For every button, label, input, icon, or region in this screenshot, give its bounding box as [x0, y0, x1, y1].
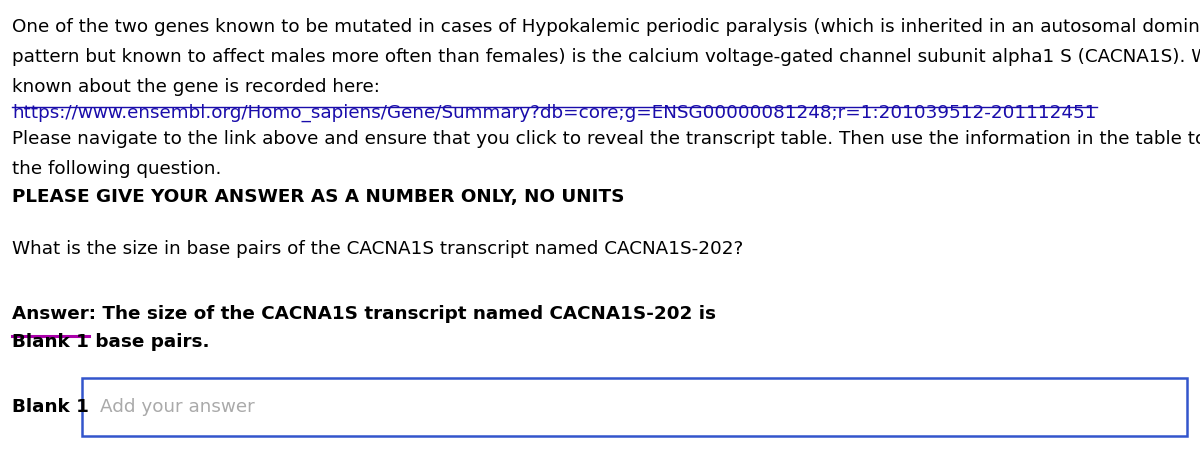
- Text: Add your answer: Add your answer: [100, 398, 254, 416]
- Text: https://www.ensembl.org/Homo_sapiens/Gene/Summary?db=core;g=ENSG00000081248;r=1:: https://www.ensembl.org/Homo_sapiens/Gen…: [12, 104, 1097, 122]
- Text: known about the gene is recorded here:: known about the gene is recorded here:: [12, 78, 380, 96]
- Text: One of the two genes known to be mutated in cases of Hypokalemic periodic paraly: One of the two genes known to be mutated…: [12, 18, 1200, 36]
- FancyBboxPatch shape: [82, 378, 1187, 436]
- Text: Blank 1: Blank 1: [12, 398, 89, 416]
- Text: Please navigate to the link above and ensure that you click to reveal the transc: Please navigate to the link above and en…: [12, 130, 1200, 148]
- Text: the following question.: the following question.: [12, 160, 221, 178]
- Text: Blank 1: Blank 1: [12, 333, 89, 351]
- Text: pattern but known to affect males more often than females) is the calcium voltag: pattern but known to affect males more o…: [12, 48, 1200, 66]
- Text: base pairs.: base pairs.: [89, 333, 209, 351]
- Text: PLEASE GIVE YOUR ANSWER AS A NUMBER ONLY, NO UNITS: PLEASE GIVE YOUR ANSWER AS A NUMBER ONLY…: [12, 188, 624, 206]
- Text: Answer: The size of the CACNA1S transcript named CACNA1S-202 is: Answer: The size of the CACNA1S transcri…: [12, 305, 716, 323]
- Text: What is the size in base pairs of the CACNA1S transcript named CACNA1S-202?: What is the size in base pairs of the CA…: [12, 240, 743, 258]
